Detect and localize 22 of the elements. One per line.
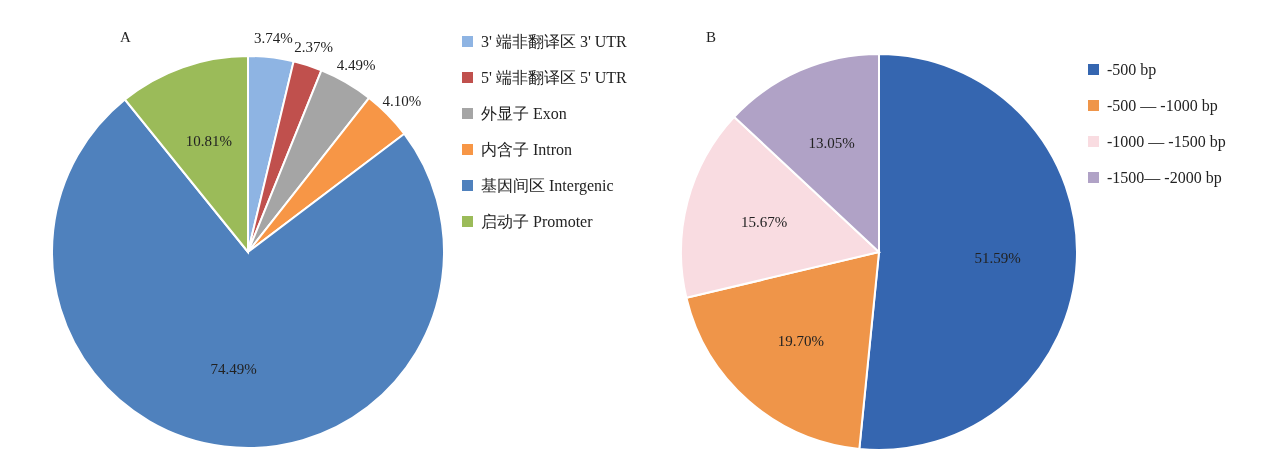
legend-label: 5' 端非翻译区 5' UTR [481,69,628,86]
data-label: 3.74% [253,29,293,46]
legend-label: -1500— -2000 bp [1107,169,1222,187]
data-label: 4.49% [336,57,376,74]
data-label: 74.49% [210,360,257,377]
legend-label: 3' 端非翻译区 3' UTR [481,33,628,50]
chart-title: B [706,29,717,45]
data-label: 4.10% [382,92,422,109]
legend-label: -500 — -1000 bp [1107,97,1218,115]
data-label: 10.81% [185,133,232,150]
legend-label: 内含子 Intron [481,141,573,158]
legend-label: 基因间区 Intergenic [481,177,614,195]
data-label: 51.59% [974,249,1021,266]
legend-label: -500 bp [1107,61,1157,79]
data-label: 13.05% [808,135,855,152]
data-label: 15.67% [741,213,788,230]
legend-label: 启动子 Promoter [481,213,594,230]
data-label: 19.70% [777,333,824,350]
chart-title: A [120,29,131,45]
legend-label: 外显子 Exon [481,105,567,122]
legend-label: -1000 — -1500 bp [1107,133,1226,151]
data-label: 2.37% [294,38,334,55]
